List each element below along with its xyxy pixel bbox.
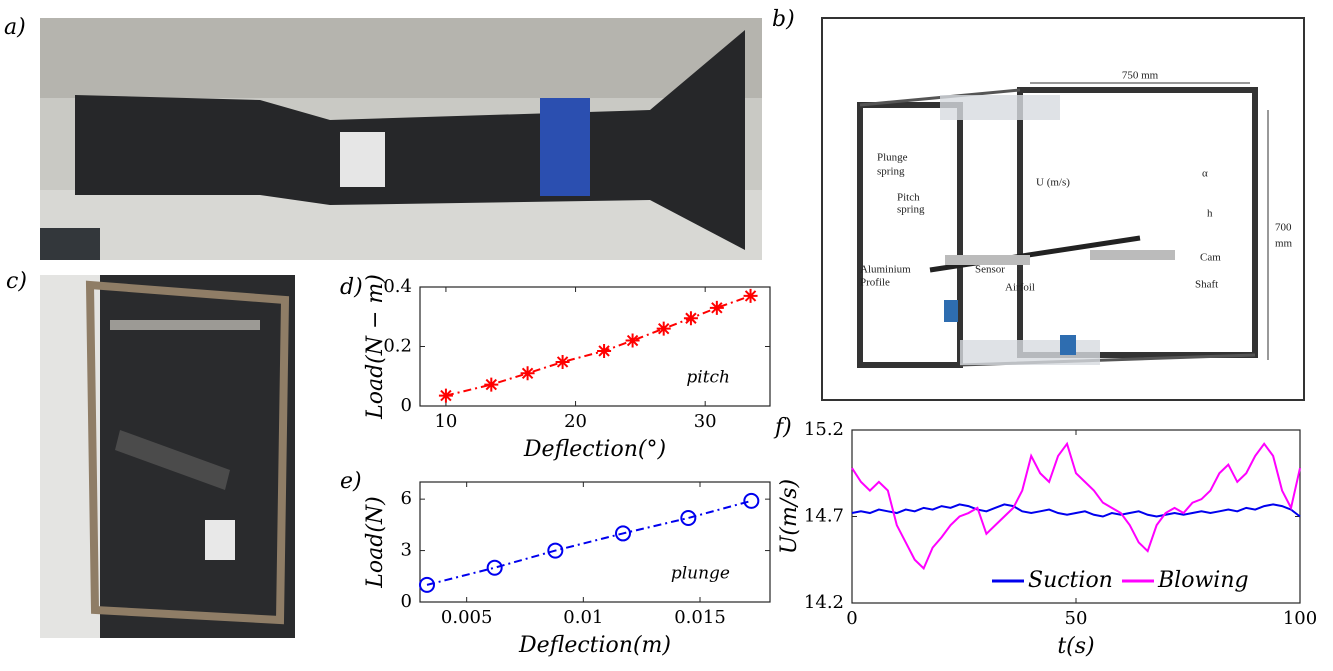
data-line — [426, 499, 752, 586]
diagram-label: h — [1207, 208, 1213, 220]
diagram-label: Pitch — [897, 192, 920, 204]
data-line — [851, 503, 1301, 518]
rig-diagram — [821, 17, 1305, 401]
data-marker — [615, 525, 631, 542]
x-tick-label: 0.01 — [563, 607, 603, 628]
panel-label: a) — [4, 15, 26, 40]
data-marker — [743, 492, 760, 509]
y-axis-label: U(m/s) — [777, 479, 802, 554]
panel-label: c) — [6, 269, 27, 294]
data-marker — [680, 510, 697, 526]
x-tick-label: 50 — [1065, 608, 1088, 629]
x-axis-label: Deflection(m) — [518, 633, 671, 658]
diagram-label: Shaft — [1195, 279, 1218, 291]
diagram-label: Plunge — [877, 152, 908, 164]
x-axis-label: t(s) — [1057, 634, 1094, 659]
wind-tunnel-photo — [40, 18, 762, 260]
data-marker — [555, 354, 570, 369]
data-marker — [438, 388, 453, 403]
x-tick-label: 10 — [434, 411, 457, 432]
y-tick-label: 0.2 — [383, 336, 412, 357]
data-marker — [597, 343, 612, 358]
legend-label: Blowing — [1157, 568, 1249, 593]
panel-label: f) — [773, 415, 792, 440]
data-line — [445, 294, 751, 397]
x-tick-label: 30 — [694, 411, 717, 432]
x-tick-label: 0 — [846, 608, 857, 629]
data-marker — [547, 542, 564, 559]
panel-label: d) — [340, 275, 363, 300]
y-tick-label: 0.4 — [383, 276, 412, 297]
x-tick-label: 20 — [564, 411, 587, 432]
y-tick-label: 0 — [401, 591, 412, 612]
diagram-label: Profile — [860, 277, 890, 289]
diagram-label: Aluminium — [860, 264, 911, 276]
x-axis-label: Deflection(°) — [523, 437, 666, 462]
plot-area — [419, 481, 771, 603]
dimension-label: mm — [1275, 238, 1293, 250]
diagram-label: Cam — [1200, 252, 1221, 264]
dimension-label: 700 — [1275, 222, 1292, 234]
x-tick-label: 0.005 — [441, 607, 493, 628]
rig-photo — [40, 275, 295, 638]
x-tick-label: 100 — [1283, 608, 1317, 629]
data-marker — [709, 300, 724, 315]
data-marker — [520, 366, 535, 381]
diagram-label: Airfoil — [1005, 282, 1035, 294]
data-marker — [484, 377, 499, 392]
y-tick-label: 0 — [401, 395, 412, 416]
data-marker — [743, 288, 758, 303]
diagram-label: U (m/s) — [1036, 177, 1070, 189]
data-marker — [419, 576, 435, 593]
annotation: pitch — [686, 368, 730, 388]
diagram-label: spring — [897, 204, 925, 216]
data-marker — [656, 321, 671, 336]
diagram-label: spring — [877, 166, 905, 178]
data-marker — [683, 311, 698, 326]
data-line — [851, 441, 1301, 571]
panel-label: e) — [340, 469, 362, 494]
panel-label: b) — [772, 7, 795, 32]
data-marker — [486, 559, 503, 576]
diagram-label: Sensor — [975, 264, 1005, 276]
x-tick-label: 0.015 — [674, 607, 726, 628]
y-tick-label: 15.2 — [804, 419, 844, 440]
y-axis-label: Load(N) — [363, 496, 388, 588]
data-marker — [625, 333, 640, 348]
legend-label: Suction — [1028, 568, 1113, 593]
y-axis-label: Load(N − m) — [363, 274, 388, 420]
y-tick-label: 3 — [401, 540, 412, 561]
diagram-label: α — [1202, 168, 1208, 180]
dimension-label: 750 mm — [1122, 70, 1159, 82]
y-tick-label: 14.2 — [804, 592, 844, 613]
annotation: plunge — [671, 564, 730, 584]
y-tick-label: 6 — [401, 488, 412, 509]
y-tick-label: 14.7 — [804, 506, 844, 527]
